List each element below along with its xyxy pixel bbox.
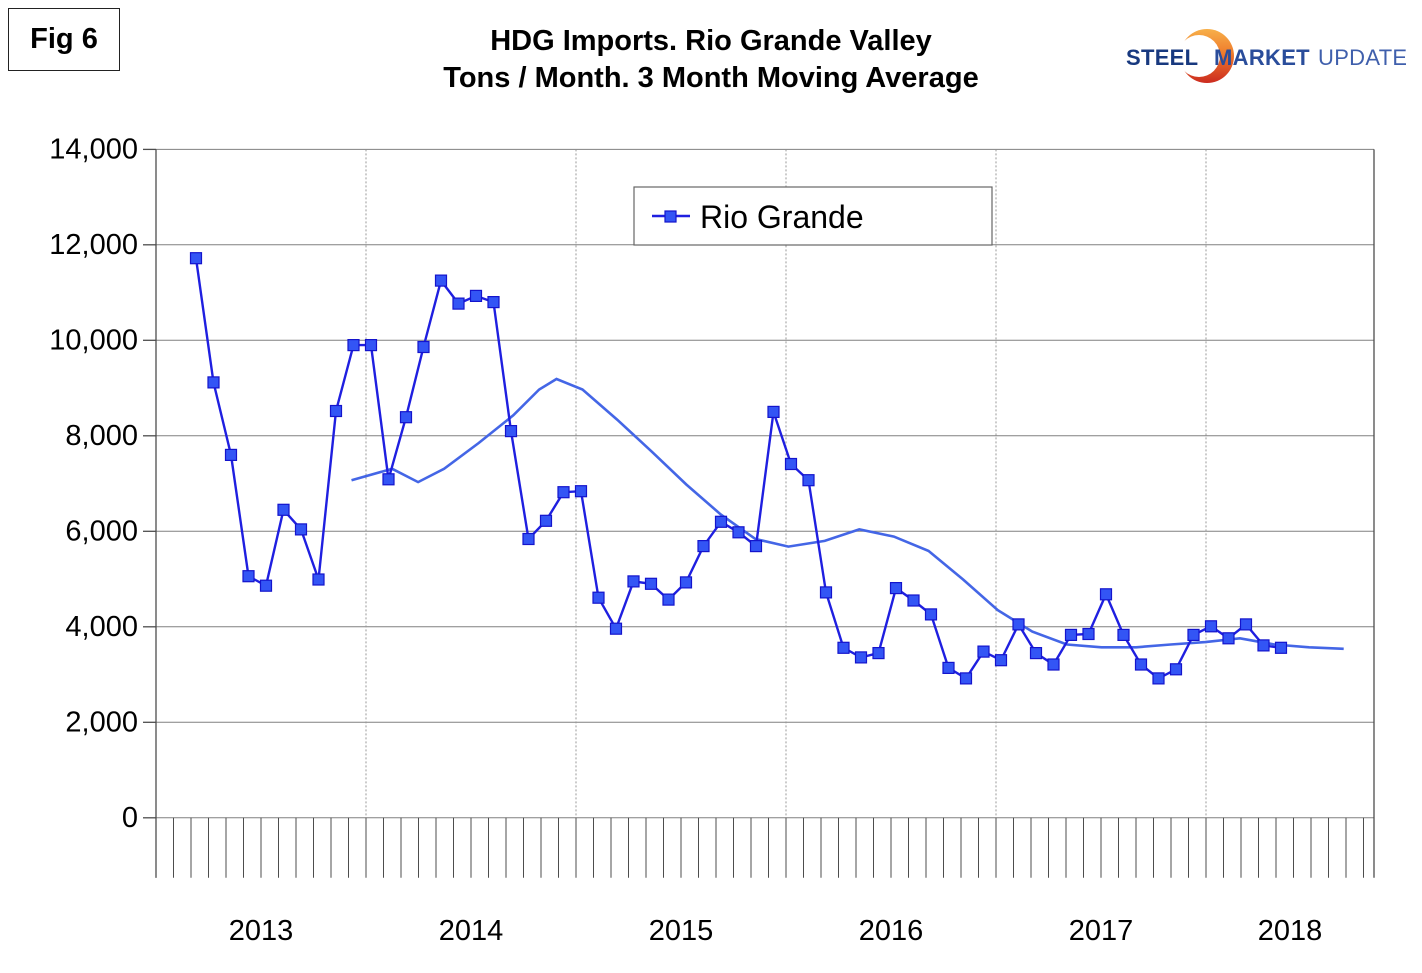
svg-text:14,000: 14,000	[49, 134, 138, 166]
svg-text:4,000: 4,000	[65, 611, 138, 643]
svg-text:12,000: 12,000	[49, 229, 138, 261]
svg-text:2015: 2015	[649, 915, 714, 947]
svg-text:6,000: 6,000	[65, 516, 138, 548]
svg-text:2017: 2017	[1069, 915, 1134, 947]
svg-text:2018: 2018	[1258, 915, 1323, 947]
svg-text:Rio Grande: Rio Grande	[700, 199, 864, 235]
svg-text:2013: 2013	[229, 915, 294, 947]
svg-text:8,000: 8,000	[65, 420, 138, 452]
svg-text:2016: 2016	[859, 915, 924, 947]
svg-text:2,000: 2,000	[65, 707, 138, 739]
svg-text:10,000: 10,000	[49, 325, 138, 357]
svg-text:2014: 2014	[439, 915, 504, 947]
svg-text:0: 0	[122, 802, 138, 834]
